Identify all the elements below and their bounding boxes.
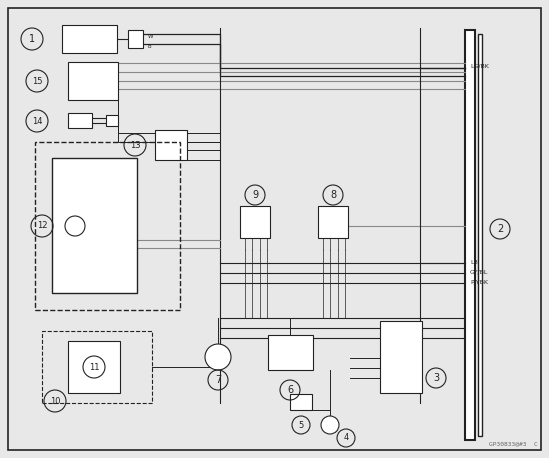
Bar — [68, 113, 92, 128]
Bar — [128, 30, 143, 48]
Bar — [35, 142, 180, 310]
Bar — [68, 62, 118, 100]
Text: 11: 11 — [89, 362, 99, 371]
Circle shape — [205, 344, 231, 370]
Bar — [240, 206, 270, 238]
Bar — [68, 341, 120, 393]
Bar — [380, 321, 422, 393]
Text: 13: 13 — [130, 141, 141, 149]
Bar — [478, 34, 482, 436]
Bar — [62, 25, 117, 53]
Text: 6: 6 — [287, 385, 293, 395]
Text: GP30833@#3  C: GP30833@#3 C — [489, 441, 538, 446]
Text: 5: 5 — [298, 420, 304, 430]
Text: 12: 12 — [37, 222, 47, 230]
Text: LG/BK: LG/BK — [470, 64, 489, 69]
Bar — [155, 130, 187, 160]
Text: W: W — [148, 34, 154, 39]
Bar — [465, 30, 475, 440]
Bar — [106, 115, 118, 126]
Text: 15: 15 — [32, 76, 42, 86]
Text: 14: 14 — [32, 116, 42, 125]
Bar — [318, 206, 348, 238]
Text: 10: 10 — [50, 397, 60, 405]
Bar — [42, 331, 152, 403]
Text: GY/BL: GY/BL — [470, 269, 489, 274]
Text: 9: 9 — [252, 190, 258, 200]
Bar — [52, 158, 137, 293]
Text: 1: 1 — [29, 34, 35, 44]
Circle shape — [321, 416, 339, 434]
Bar — [290, 394, 312, 410]
Text: 3: 3 — [433, 373, 439, 383]
Text: 7: 7 — [215, 375, 221, 385]
Text: 8: 8 — [330, 190, 336, 200]
Text: 2: 2 — [497, 224, 503, 234]
Text: LB: LB — [470, 260, 478, 265]
Text: 4: 4 — [343, 434, 349, 442]
Bar — [268, 335, 313, 370]
Text: P/YBK: P/YBK — [470, 279, 488, 284]
Text: B: B — [148, 44, 152, 49]
